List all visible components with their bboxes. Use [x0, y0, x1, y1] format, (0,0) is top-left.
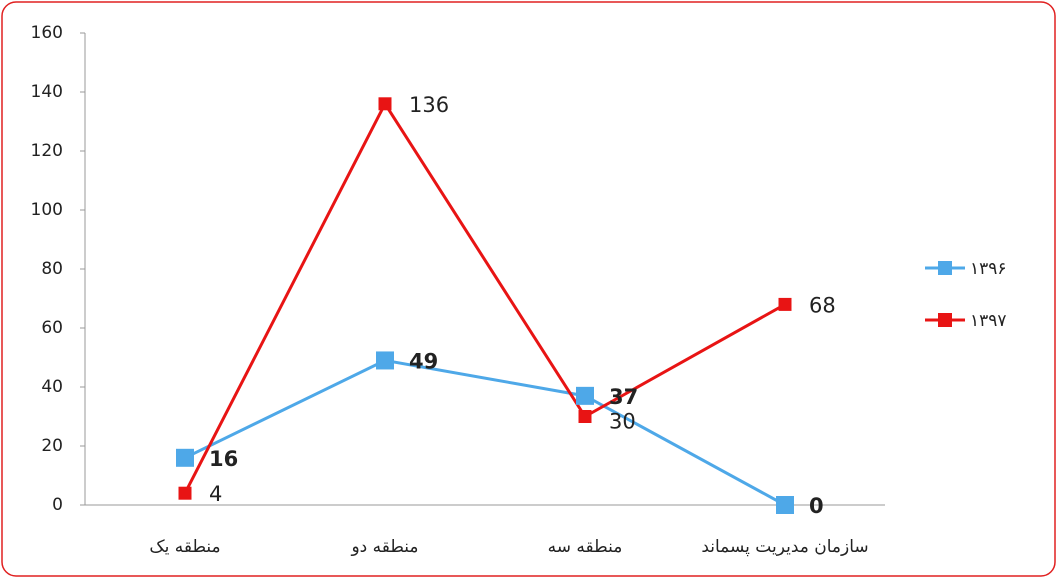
legend-marker — [938, 261, 952, 275]
series-line — [184, 358, 786, 507]
data-label: 16 — [209, 447, 238, 471]
y-tick-label: 60 — [41, 318, 63, 338]
y-tick-label: 100 — [31, 200, 63, 220]
y-tick-label: 20 — [41, 436, 63, 456]
y-tick-label: 80 — [41, 259, 63, 279]
data-label: 4 — [209, 482, 222, 506]
x-tick-label: منطقه سه — [548, 537, 623, 557]
legend-label: ۱۳۹۶ — [970, 259, 1007, 279]
data-label: 30 — [609, 410, 636, 434]
legend-label: ۱۳۹۷ — [970, 311, 1007, 331]
marker — [378, 97, 392, 111]
series-line — [183, 100, 786, 494]
y-tick-label: 140 — [31, 82, 63, 102]
y-tick-label: 40 — [41, 377, 63, 397]
x-tick-label: منطقه دو — [350, 537, 418, 557]
marker — [376, 351, 394, 370]
data-label: 68 — [809, 293, 836, 317]
data-label: 37 — [609, 385, 638, 409]
marker — [176, 448, 194, 467]
data-label: 49 — [409, 349, 438, 373]
y-tick-label: 120 — [31, 141, 63, 161]
data-label: 0 — [809, 494, 824, 518]
marker — [776, 496, 794, 514]
x-tick-label: سازمان مدیریت پسماند — [701, 537, 868, 557]
y-tick-label: 160 — [31, 23, 63, 43]
legend-marker — [938, 313, 952, 327]
y-tick-label: 0 — [52, 495, 63, 515]
marker — [578, 410, 592, 423]
marker — [778, 297, 792, 311]
marker — [576, 386, 594, 405]
data-label: 136 — [409, 93, 449, 117]
x-tick-label: منطقه یک — [149, 537, 220, 557]
marker — [178, 486, 192, 500]
